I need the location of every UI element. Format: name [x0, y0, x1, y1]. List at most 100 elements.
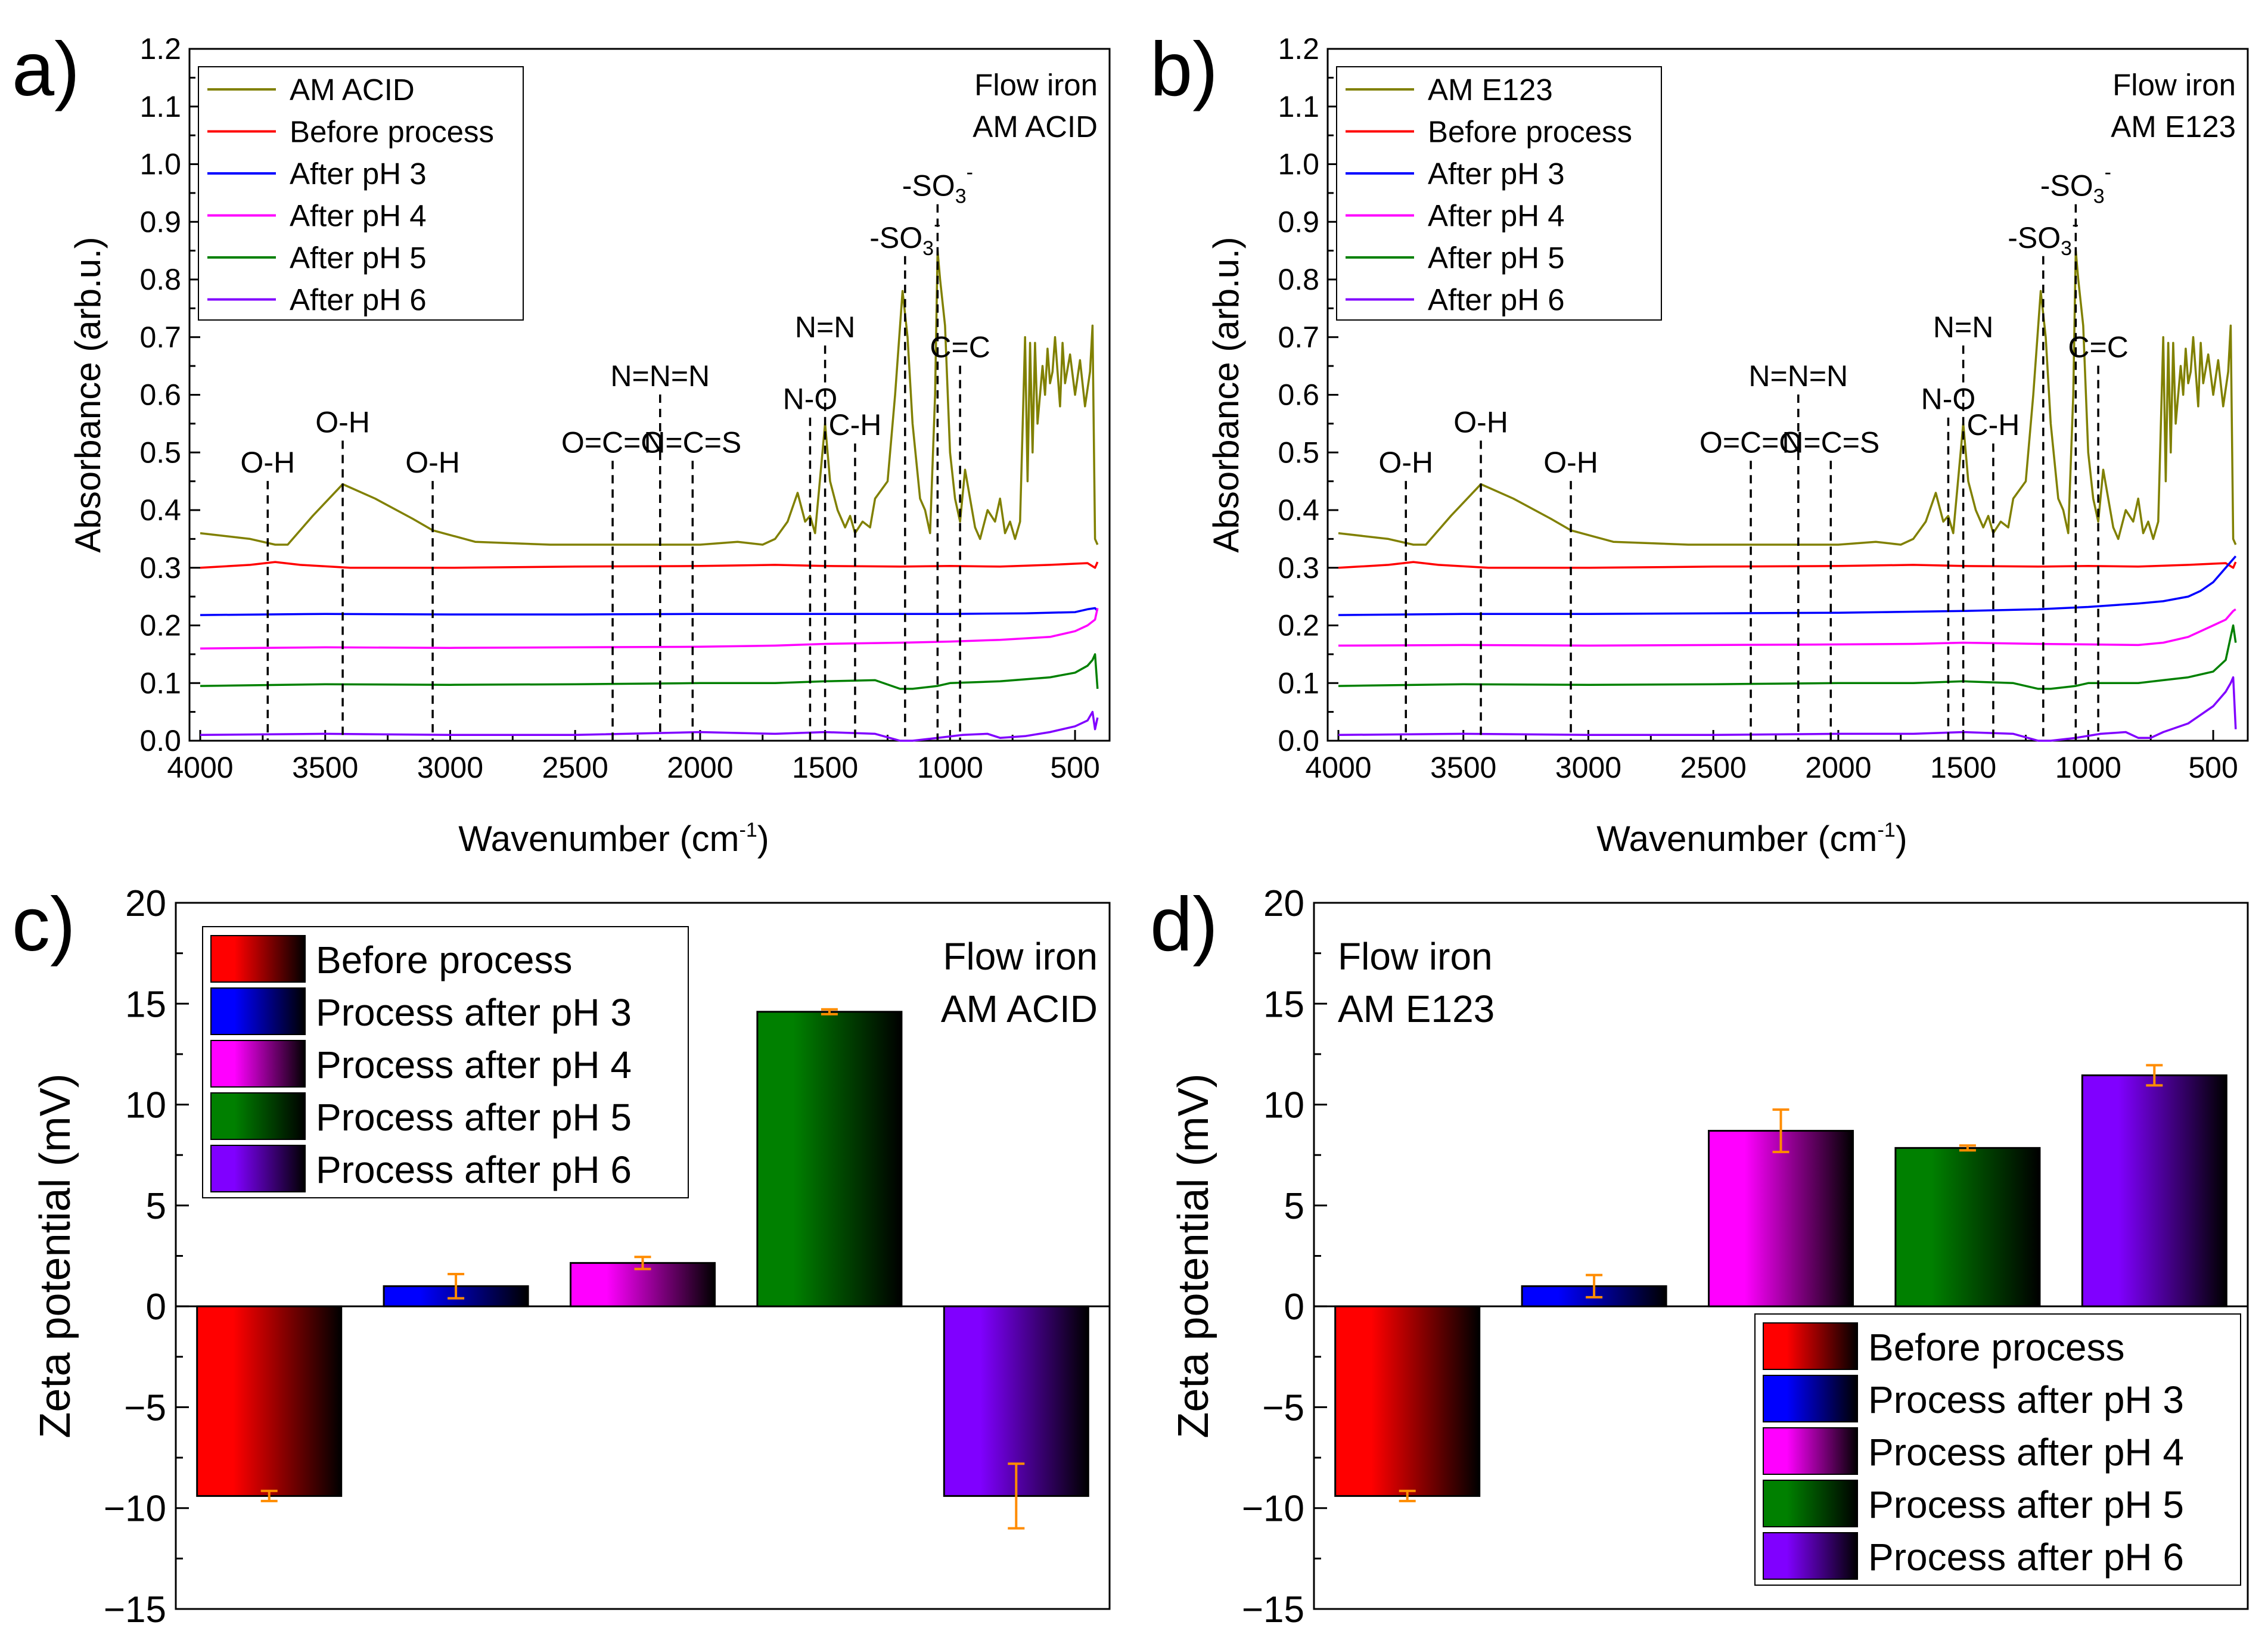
x-axis-label-end: )	[757, 819, 769, 859]
peak-label-sub: 3	[2093, 185, 2105, 208]
legend-label: Before process	[290, 115, 494, 149]
y-axis-label: Zeta potential (mV)	[32, 1073, 79, 1438]
legend-swatch-ph4	[1763, 1427, 1858, 1475]
legend-label: Before process	[1868, 1326, 2124, 1369]
series-line-am	[200, 249, 1099, 546]
peak-label: O=C=O	[561, 425, 664, 459]
x-axis-label-end: )	[1896, 819, 1907, 859]
x-tick-label: 3500	[292, 751, 358, 784]
panel-letter: c)	[12, 882, 76, 967]
ftir-panel-a: a) 0.0 0.1 0.2 0.3 0.4 0.5 0.6 0.7 0.8 0.9 1.0 1.1 1.…	[12, 27, 1111, 859]
y-tick-label: −5	[124, 1387, 166, 1428]
corner-annotation: AM ACID	[973, 110, 1098, 144]
peak-label: -SO3-	[2008, 213, 2079, 260]
y-tick-label: 15	[125, 984, 166, 1025]
x-axis-label: Wavenumber (cm-1)	[1596, 819, 1907, 859]
zeta-panel-c: c) −15 −10 −5 0 5 10 15 20 Zeta potential (mV) Bef…	[12, 882, 1111, 1630]
y-axis-label: Zeta potential (mV)	[1170, 1073, 1217, 1438]
x-tick-label: 1500	[1930, 751, 1996, 784]
legend-box	[198, 66, 524, 321]
y-tick-label: −5	[1262, 1387, 1304, 1428]
legend-swatch-ph3	[210, 987, 306, 1035]
y-tick-label: 0.2	[1278, 609, 1319, 642]
x-axis-label: Wavenumber (cm-1)	[458, 819, 769, 859]
peak-label: N=N	[795, 310, 855, 344]
y-tick-label: 0.0	[1278, 724, 1319, 757]
series-line-ph4	[1338, 608, 2236, 647]
peak-label: N=N	[1933, 310, 1993, 344]
y-tick-label: 0.9	[1278, 205, 1319, 238]
x-tick-label: 3000	[1555, 751, 1621, 784]
series-line-ph6	[200, 710, 1099, 742]
bar-before	[196, 1305, 343, 1497]
series-line-before	[200, 561, 1099, 569]
legend: AM ACID Before process After pH 3 After pH …	[198, 66, 524, 321]
y-tick-label: 0.2	[139, 609, 181, 642]
series-line-ph5	[1338, 624, 2237, 690]
legend-label: Process after pH 3	[1868, 1378, 2184, 1421]
y-tick-label: 1.2	[139, 32, 181, 66]
peak-label: N-O	[783, 383, 838, 416]
series-line-ph6	[1338, 676, 2237, 742]
bar-ph4	[1708, 1130, 1854, 1307]
y-tick-label: −15	[1242, 1589, 1304, 1630]
x-tick-label: 1500	[792, 751, 858, 784]
x-axis-label-main: Wavenumber (cm	[1596, 819, 1877, 859]
legend-swatch-ph5	[1763, 1480, 1858, 1527]
legend-label: Process after pH 5	[1868, 1483, 2184, 1526]
series-line-ph3	[200, 607, 1099, 616]
y-tick-label: 0.9	[139, 205, 181, 238]
series-line-ph4	[200, 608, 1099, 650]
peak-label: O-H	[240, 446, 295, 479]
y-tick-label: 0.7	[139, 321, 181, 354]
y-tick-label: 5	[1284, 1186, 1304, 1227]
peak-label: -SO3-	[2040, 161, 2111, 208]
y-tick-label: −10	[104, 1489, 166, 1530]
peak-label: C-H	[829, 408, 882, 442]
y-tick-label: 0	[146, 1287, 166, 1328]
x-axis-label-main: Wavenumber (cm	[458, 819, 739, 859]
corner-annotation: Flow iron	[974, 68, 1098, 102]
corner-annotation: AM E123	[2111, 110, 2236, 144]
corner-annotation: AM ACID	[941, 987, 1098, 1030]
peak-label-main: -SO	[2040, 169, 2093, 203]
peak-label: O-H	[1453, 405, 1508, 439]
peak-label: -SO3-	[869, 213, 940, 260]
y-tick-label: 0.3	[139, 551, 181, 585]
y-tick-label: 0.1	[139, 666, 181, 700]
x-tick-label: 3500	[1430, 751, 1496, 784]
bar-ph5	[1894, 1147, 2041, 1307]
y-tick-label: −15	[104, 1589, 166, 1630]
peak-label-sub: 3	[922, 237, 934, 260]
x-tick-label: 2500	[1680, 751, 1747, 784]
y-tick-label: 0.5	[1278, 436, 1319, 469]
bar-ph5	[756, 1011, 903, 1307]
series-line-before	[1338, 561, 2237, 569]
legend-label: After pH 6	[1428, 283, 1565, 317]
panel-letter: a)	[12, 27, 80, 112]
y-axis-label: Absorbance (arb.u.)	[1206, 237, 1246, 552]
y-tick-label: 1.0	[1278, 148, 1319, 181]
legend-swatch-before	[1763, 1322, 1858, 1370]
bar-ph6	[2081, 1074, 2227, 1307]
peak-label-sub: 3	[955, 185, 967, 208]
legend-swatch-ph6	[210, 1145, 306, 1192]
x-tick-label: 2000	[1805, 751, 1871, 784]
x-tick-label: 2500	[542, 751, 608, 784]
legend-label: After pH 6	[290, 283, 427, 317]
legend: AM E123 Before process After pH 3 After pH …	[1336, 66, 1662, 321]
x-tick-label: 1000	[2055, 751, 2121, 784]
peak-label: N=N=N	[610, 359, 710, 393]
legend-label: After pH 4	[1428, 199, 1565, 233]
peak-label: O-H	[405, 446, 460, 479]
legend-swatch-ph3	[1763, 1375, 1858, 1422]
bar-before	[1334, 1305, 1481, 1497]
legend-label: Process after pH 4	[316, 1043, 632, 1086]
y-tick-label: 20	[125, 883, 166, 924]
y-tick-label: 1.2	[1278, 32, 1319, 66]
legend-swatch-ph4	[210, 1040, 306, 1088]
legend-label: After pH 3	[290, 157, 427, 191]
legend-label: After pH 4	[290, 199, 427, 233]
peak-label-sup: -	[2105, 161, 2111, 184]
peak-label-main: -SO	[869, 221, 922, 254]
